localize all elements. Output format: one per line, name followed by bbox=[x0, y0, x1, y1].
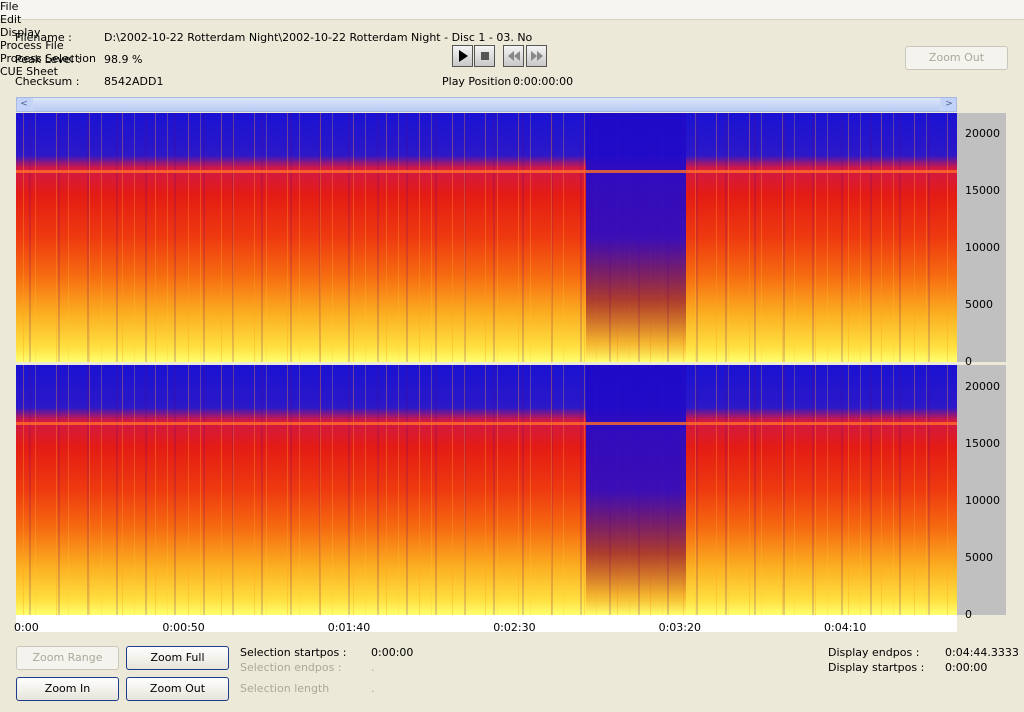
freq-label: 5000 bbox=[965, 551, 993, 564]
menu-item[interactable]: File bbox=[0, 0, 19, 13]
zoom-out-button[interactable]: Zoom Out bbox=[126, 677, 229, 701]
freq-label: 5000 bbox=[965, 298, 993, 311]
freq-label: 15000 bbox=[965, 437, 1000, 450]
time-label: 0:00 bbox=[14, 621, 39, 634]
scroll-right[interactable]: > bbox=[942, 98, 956, 111]
zoom-out-top-button[interactable]: Zoom Out bbox=[905, 46, 1008, 70]
freq-label: 20000 bbox=[965, 380, 1000, 393]
stop-icon bbox=[481, 52, 489, 60]
sel-end-label: Selection endpos : bbox=[240, 661, 342, 674]
filename-label: Filename : bbox=[15, 31, 72, 44]
stop-button[interactable] bbox=[474, 45, 495, 67]
freq-label: 10000 bbox=[965, 241, 1000, 254]
menu-item[interactable]: CUE Sheet bbox=[0, 65, 58, 78]
time-label: 0:02:30 bbox=[493, 621, 536, 634]
sel-start-label: Selection startpos : bbox=[240, 646, 347, 659]
peak-label: Peak Level : bbox=[15, 53, 81, 66]
zoom-full-button[interactable]: Zoom Full bbox=[126, 646, 229, 670]
zoom-range-button[interactable]: Zoom Range bbox=[16, 646, 119, 670]
scroll-thumb[interactable] bbox=[33, 98, 940, 111]
freq-label: 20000 bbox=[965, 127, 1000, 140]
checksum-label: Checksum : bbox=[15, 75, 80, 88]
menu-item[interactable]: Process File bbox=[0, 39, 64, 52]
play-icon bbox=[459, 50, 468, 62]
sel-length: . bbox=[371, 682, 375, 695]
play-button[interactable] bbox=[452, 45, 473, 67]
peak-value: 98.9 % bbox=[104, 53, 143, 66]
sel-start: 0:00:00 bbox=[371, 646, 414, 659]
freq-axis-right bbox=[957, 365, 1006, 615]
menu-item[interactable]: Display bbox=[0, 26, 41, 39]
rewind-button[interactable] bbox=[503, 45, 524, 67]
display-start-label: Display startpos : bbox=[828, 661, 925, 674]
time-axis bbox=[16, 615, 957, 632]
time-label: 0:01:40 bbox=[327, 621, 371, 634]
play-position-label: Play Position : bbox=[442, 75, 519, 88]
menu-item[interactable]: Edit bbox=[0, 13, 22, 26]
freq-label: 15000 bbox=[965, 184, 1000, 197]
display-start: 0:00:00 bbox=[945, 661, 988, 674]
sel-length-label: Selection length bbox=[240, 682, 330, 695]
scroll-left[interactable]: < bbox=[17, 98, 31, 111]
checksum-value: 8542ADD1 bbox=[104, 75, 164, 88]
freq-label: 0 bbox=[965, 355, 972, 368]
display-end: 0:04:44.3333 bbox=[945, 646, 1019, 659]
time-label: 0:00:50 bbox=[162, 621, 205, 634]
rewind-icon bbox=[508, 51, 520, 61]
time-label: 0:03:20 bbox=[658, 621, 701, 634]
menu-item[interactable]: Process Selection bbox=[0, 52, 96, 65]
filename: D:\2002-10-22 Rotterdam Night\2002-10-22… bbox=[104, 31, 533, 44]
display-end-label: Display endpos : bbox=[828, 646, 920, 659]
zoom-in-button[interactable]: Zoom In bbox=[16, 677, 119, 701]
spectrogram-right bbox=[16, 365, 957, 615]
menu-bar: File Edit Display Process File Process Selec… bbox=[0, 0, 1024, 78]
freq-label: 10000 bbox=[965, 494, 1000, 507]
freq-axis-left bbox=[957, 113, 1006, 362]
time-label: 0:04:10 bbox=[824, 621, 867, 634]
spectrogram-left bbox=[16, 113, 957, 362]
scrollbar[interactable]: < > bbox=[16, 97, 957, 112]
play-position: 0:00:00:00 bbox=[513, 75, 574, 88]
forward-button[interactable] bbox=[526, 45, 547, 67]
forward-icon bbox=[531, 51, 543, 61]
freq-label: 0 bbox=[965, 608, 972, 621]
sel-end: . bbox=[371, 661, 375, 674]
